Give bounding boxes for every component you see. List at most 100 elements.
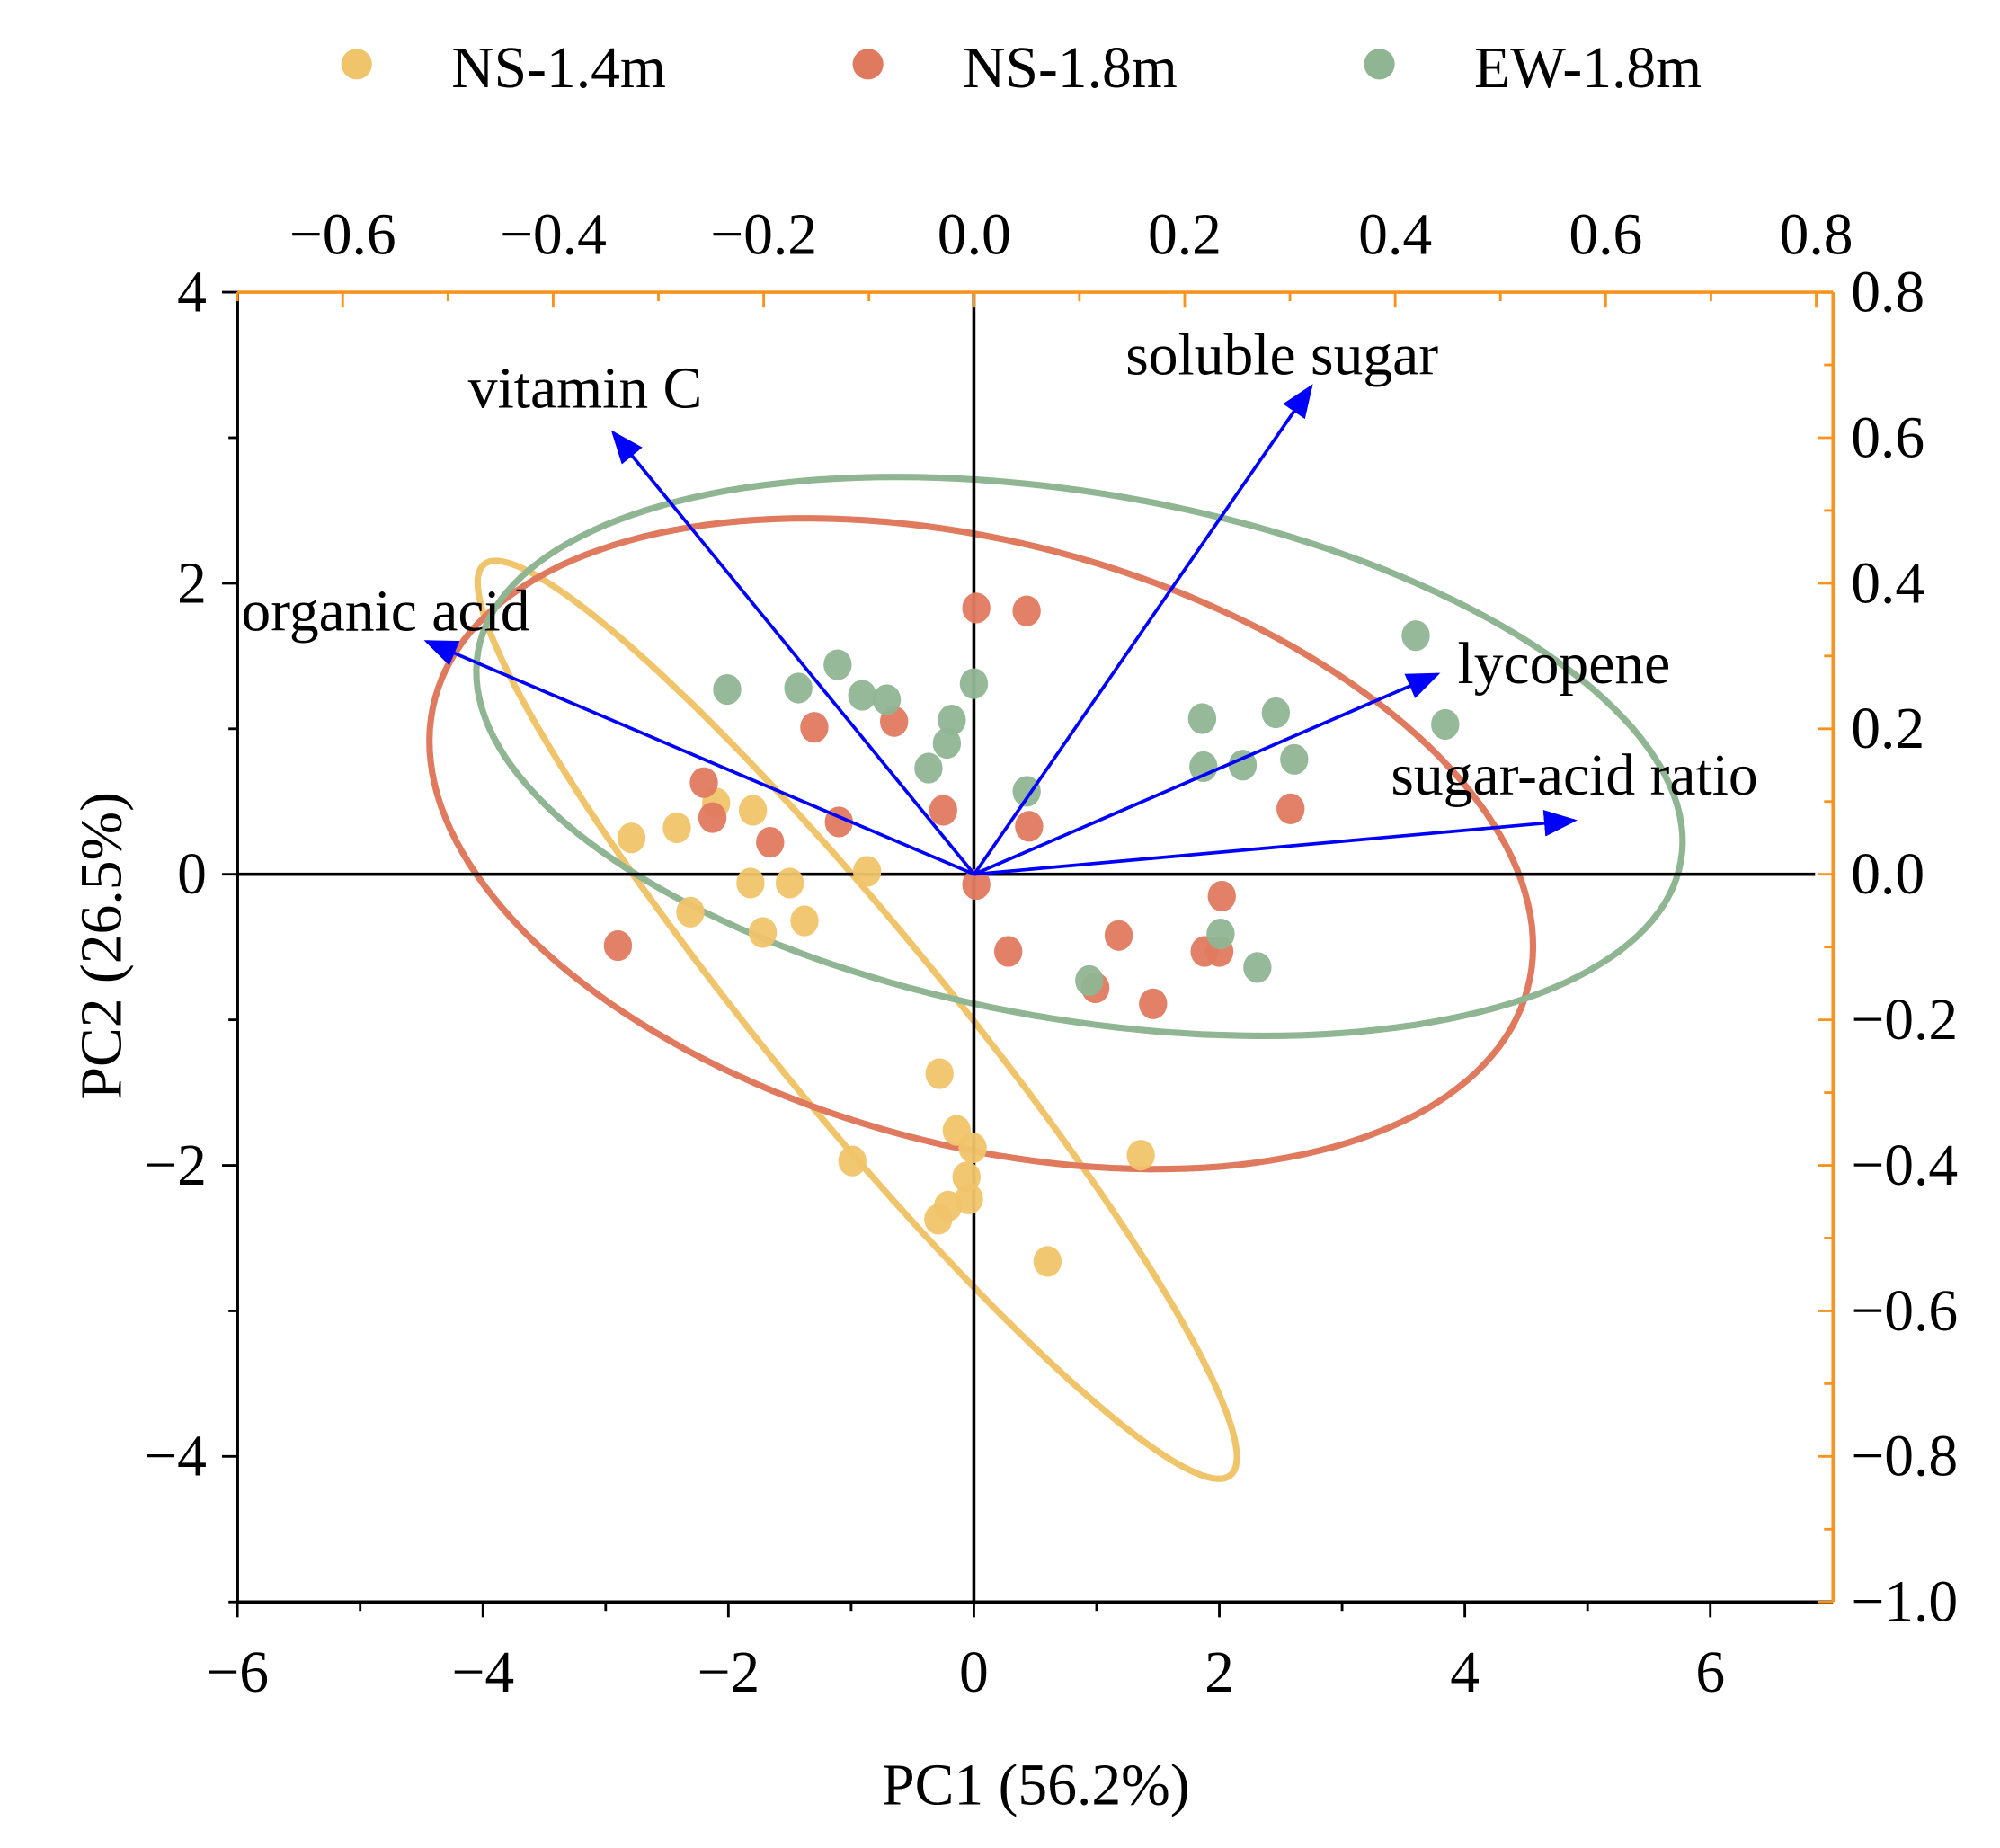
data-point: [938, 704, 966, 736]
data-point: [1075, 964, 1104, 997]
loading-arrow: [610, 430, 976, 875]
top-tick-label: 0.0: [938, 202, 1011, 267]
data-point: [925, 1058, 954, 1089]
loading-arrow: [973, 384, 1313, 875]
right-tick-label: 0.4: [1851, 551, 1924, 616]
data-point: [736, 867, 765, 899]
confidence-ellipse: [474, 557, 1240, 1482]
data-point: [1276, 793, 1305, 824]
loading-arrow: [973, 810, 1578, 876]
data-point: [1126, 1140, 1155, 1171]
data-point: [603, 929, 633, 962]
loading-label: soluble sugar: [1125, 323, 1438, 387]
x-tick-label: 4: [1450, 1640, 1480, 1705]
data-point: [1280, 743, 1309, 775]
confidence-ellipses: [426, 474, 1686, 1482]
legend-label: NS-1.8m: [963, 36, 1178, 101]
legend-label: EW-1.8m: [1474, 36, 1702, 101]
legend-marker: [341, 49, 372, 80]
y-axis-label: PC2 (26.5%): [69, 792, 134, 1099]
right-tick-label: 0.2: [1851, 697, 1924, 761]
x-tick-label: −6: [206, 1640, 269, 1705]
right-tick-label: 0.0: [1851, 842, 1924, 907]
top-tick-label: 0.6: [1569, 202, 1642, 267]
data-point: [784, 672, 813, 704]
right-tick-label: −1.0: [1851, 1570, 1958, 1635]
data-point: [1243, 952, 1272, 983]
legend: NS-1.4m NS-1.8m EW-1.8m: [341, 36, 1702, 101]
data-point: [962, 592, 991, 624]
data-point: [1228, 750, 1258, 781]
x-tick-label: 0: [959, 1640, 989, 1705]
x-axis-label: PC1 (56.2%): [882, 1754, 1189, 1818]
data-point: [748, 917, 778, 948]
data-point: [1187, 703, 1217, 734]
legend-label: NS-1.4m: [451, 36, 666, 101]
y-tick-label: −2: [144, 1133, 207, 1198]
data-point: [1206, 918, 1235, 950]
data-point: [1015, 811, 1044, 842]
data-point: [800, 712, 829, 743]
y-tick-label: −4: [144, 1425, 207, 1489]
data-point: [914, 752, 943, 784]
right-tick-label: −0.2: [1851, 988, 1958, 1053]
loading-label: lycopene: [1458, 632, 1671, 697]
data-point: [1207, 880, 1236, 912]
top-tick-label: −0.2: [710, 202, 817, 267]
data-point: [738, 795, 768, 826]
top-tick-label: −0.6: [289, 202, 396, 267]
data-point: [1261, 697, 1291, 729]
data-point: [662, 812, 691, 844]
data-point: [852, 856, 882, 887]
top-tick-label: 0.4: [1358, 202, 1432, 267]
data-point: [993, 936, 1023, 967]
data-point: [775, 867, 804, 899]
data-point: [958, 1132, 987, 1164]
data-point: [713, 673, 742, 706]
data-point: [924, 1204, 953, 1235]
right-tick-label: −0.6: [1851, 1279, 1958, 1344]
right-tick-label: 0.8: [1851, 260, 1924, 324]
data-point: [756, 826, 785, 858]
data-point: [838, 1145, 867, 1177]
loading-label: organic acid: [241, 579, 529, 644]
top-tick-label: −0.4: [500, 202, 607, 267]
x-tick-label: −2: [697, 1640, 760, 1705]
data-point: [1012, 776, 1041, 807]
right-tick-label: 0.6: [1851, 405, 1924, 470]
top-tick-label: 0.2: [1148, 202, 1222, 267]
data-point: [1104, 920, 1133, 951]
zero-lines: [237, 292, 1816, 1603]
data-point: [959, 668, 989, 699]
right-tick-label: −0.4: [1851, 1133, 1958, 1198]
right-tick-label: −0.8: [1851, 1425, 1958, 1489]
data-point: [1189, 751, 1218, 783]
y-tick-label: 0: [177, 842, 207, 907]
data-point: [848, 680, 876, 711]
data-point: [1139, 988, 1168, 1019]
loading-arrows: vitamin C soluble sugar organic acid lycope…: [241, 323, 1758, 876]
data-point: [823, 649, 852, 680]
y-tick-label: 2: [177, 551, 207, 616]
data-point: [698, 802, 727, 833]
loading-arrow: [973, 672, 1441, 876]
legend-marker: [1364, 49, 1395, 80]
confidence-ellipse: [473, 474, 1686, 1040]
data-point: [962, 868, 991, 901]
loading-label: vitamin C: [468, 356, 703, 421]
legend-marker: [852, 49, 884, 80]
data-point: [676, 896, 705, 928]
data-point: [617, 822, 646, 854]
x-tick-label: 2: [1204, 1640, 1234, 1705]
confidence-ellipse: [426, 515, 1537, 1173]
y-tick-label: 4: [177, 260, 207, 324]
axes: −6 −4 −2 0 2 4 6 −4 −2 0 2 4 −0.6 −0.4 −0.2 0.0 0.2 0.4 0.…: [144, 202, 1958, 1705]
data-point: [929, 795, 957, 826]
x-tick-label: −4: [451, 1640, 514, 1705]
data-point: [872, 684, 902, 715]
x-tick-label: 6: [1695, 1640, 1725, 1705]
loading-label: sugar-acid ratio: [1391, 743, 1757, 808]
data-point: [1012, 595, 1041, 626]
data-point: [932, 727, 962, 760]
loading-arrow: [423, 639, 975, 876]
